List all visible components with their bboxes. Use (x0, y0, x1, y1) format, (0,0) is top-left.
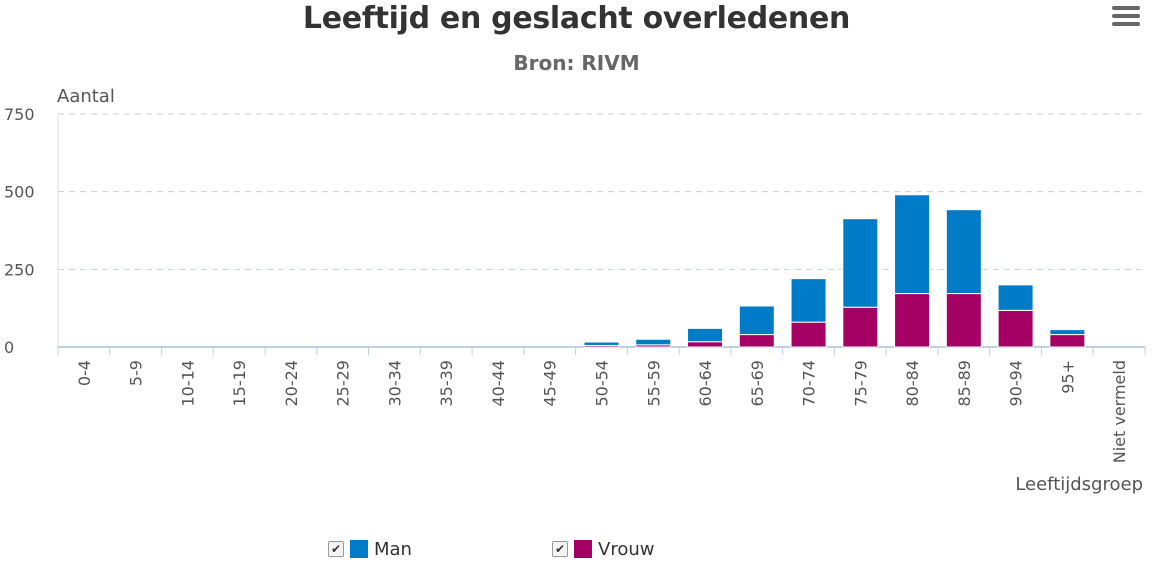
bar-vrouw-80-84 (894, 293, 931, 348)
y-tick-label-0: 0 (4, 338, 14, 357)
bar-vrouw-70-74 (790, 321, 827, 348)
x-tick-label-50-54: 50-54 (593, 360, 612, 407)
y-tick-label-500: 500 (4, 183, 35, 202)
x-tick-label-45-49: 45-49 (541, 360, 560, 407)
chart-title: Leeftijd en geslacht overledenen (302, 1, 851, 36)
legend-label-man: Man (374, 538, 412, 560)
bar-vrouw-95+ (1049, 334, 1086, 348)
legend-checkbox-man[interactable]: ✔ (328, 541, 344, 557)
legend-swatch-vrouw (574, 540, 592, 558)
y-axis-title: Aantal (57, 86, 115, 107)
y-tick-label-750: 750 (4, 105, 35, 124)
bar-man-65-69 (738, 305, 775, 336)
bar-vrouw-85-89 (945, 293, 982, 348)
legend-item-man[interactable]: ✔ Man (328, 537, 412, 561)
hamburger-menu-icon[interactable] (1112, 6, 1140, 30)
x-tick-label-75-79: 75-79 (851, 360, 870, 407)
chart-subtitle: Bron: RIVM (513, 51, 640, 75)
x-tick-label-30-34: 30-34 (385, 360, 404, 407)
legend-swatch-man (350, 540, 368, 558)
bar-vrouw-60-64 (687, 341, 724, 348)
x-tick-label-80-84: 80-84 (903, 360, 922, 407)
bar-vrouw-75-79 (842, 306, 879, 348)
bar-man-75-79 (842, 218, 879, 308)
y-tick-label-250: 250 (4, 260, 35, 279)
x-axis-title: Leeftijdsgroep (1015, 474, 1143, 495)
x-tick-label-20-24: 20-24 (282, 360, 301, 407)
bar-man-55-59 (635, 338, 672, 346)
x-tick-label-65-69: 65-69 (748, 360, 767, 407)
bar-man-85-89 (945, 209, 982, 295)
bar-man-90-94 (997, 284, 1034, 311)
legend-item-vrouw[interactable]: ✔ Vrouw (552, 537, 654, 561)
legend-checkbox-vrouw[interactable]: ✔ (552, 541, 568, 557)
x-tick-label-70-74: 70-74 (800, 360, 819, 407)
x-tick-label-95+: 95+ (1058, 360, 1077, 394)
bar-vrouw-90-94 (997, 309, 1034, 348)
bar-man-60-64 (687, 327, 724, 343)
x-tick-label-Niet-vermeld: Niet vermeld (1110, 360, 1129, 463)
x-tick-label-85-89: 85-89 (955, 360, 974, 407)
bar-man-80-84 (894, 194, 931, 295)
x-tick-label-90-94: 90-94 (1007, 360, 1026, 407)
x-tick-label-35-39: 35-39 (437, 360, 456, 407)
x-tick-label-55-59: 55-59 (644, 360, 663, 407)
bar-vrouw-65-69 (738, 334, 775, 348)
x-tick-label-25-29: 25-29 (334, 360, 353, 407)
x-tick-label-0-4: 0-4 (75, 360, 94, 386)
legend-label-vrouw: Vrouw (598, 538, 655, 560)
x-tick-label-10-14: 10-14 (178, 360, 197, 407)
x-tick-label-15-19: 15-19 (230, 360, 249, 407)
x-tick-label-60-64: 60-64 (696, 360, 715, 407)
bar-man-70-74 (790, 278, 827, 323)
bar-man-95+ (1049, 329, 1086, 336)
bar-chart: 0 250 500 750 Aantal 0-4 5-9 10-14 15-19 20-24 25-… (4, 86, 1146, 495)
x-tick-label-5-9: 5-9 (127, 360, 146, 386)
bar-man-50-54 (583, 341, 620, 346)
x-tick-label-40-44: 40-44 (489, 360, 508, 407)
